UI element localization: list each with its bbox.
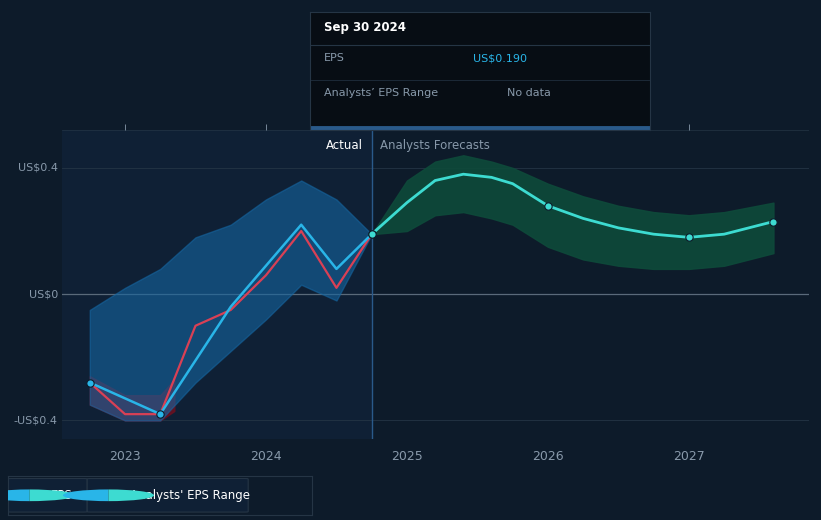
Wedge shape: [108, 489, 154, 501]
Point: [365, 230, 378, 238]
Point: [83, 379, 96, 387]
Text: Analysts’ EPS Range: Analysts’ EPS Range: [323, 87, 438, 98]
Text: US$0.4: US$0.4: [18, 163, 57, 173]
Bar: [62, 130, 372, 439]
Point: [365, 230, 378, 238]
Wedge shape: [63, 489, 108, 501]
Text: EPS: EPS: [323, 53, 345, 63]
Wedge shape: [30, 489, 75, 501]
Point: [767, 217, 780, 226]
Point: [154, 410, 167, 418]
Wedge shape: [0, 489, 30, 501]
Point: [682, 233, 695, 241]
Text: Analysts Forecasts: Analysts Forecasts: [380, 139, 490, 152]
Text: EPS: EPS: [51, 489, 72, 502]
Text: Analysts' EPS Range: Analysts' EPS Range: [130, 489, 250, 502]
Text: Actual: Actual: [326, 139, 363, 152]
Text: No data: No data: [507, 87, 551, 98]
Point: [541, 202, 554, 210]
Text: US$0.190: US$0.190: [473, 53, 527, 63]
Text: -US$0.4: -US$0.4: [14, 415, 57, 425]
FancyBboxPatch shape: [87, 478, 248, 512]
Text: Sep 30 2024: Sep 30 2024: [323, 21, 406, 34]
FancyBboxPatch shape: [8, 478, 87, 512]
Text: US$0: US$0: [29, 289, 57, 299]
